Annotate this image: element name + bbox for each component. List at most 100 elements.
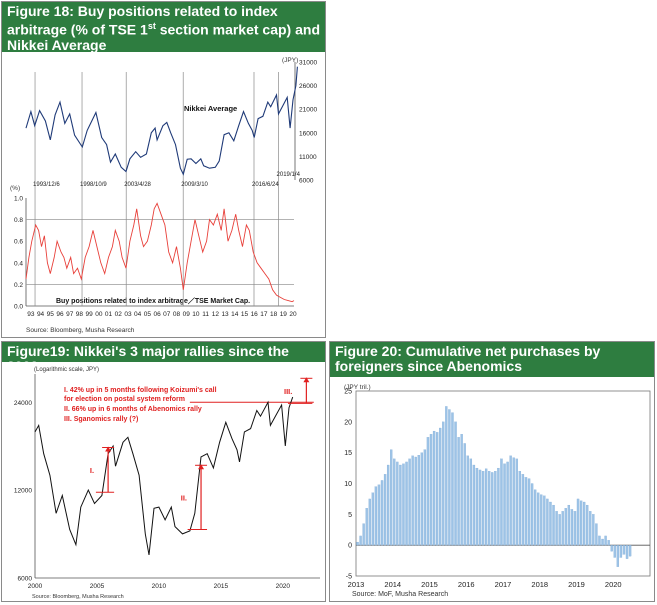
figure-18-panel: Figure 18: Buy positions related to inde… bbox=[1, 1, 326, 338]
bar bbox=[610, 545, 613, 552]
bar bbox=[500, 458, 503, 546]
y-tick-label: 5 bbox=[348, 512, 352, 519]
bar bbox=[451, 412, 454, 546]
bar bbox=[396, 461, 399, 546]
bar bbox=[540, 494, 543, 546]
bar bbox=[478, 469, 482, 546]
bar bbox=[576, 498, 580, 546]
x-tick-label: 20 bbox=[289, 311, 297, 318]
x-tick-label: 15 bbox=[241, 311, 249, 318]
right-tick-label: 6000 bbox=[299, 178, 314, 185]
x-tick-label: 2013 bbox=[348, 580, 365, 589]
bar bbox=[417, 455, 420, 546]
bar bbox=[402, 463, 405, 546]
figure-19-unit: (Logarithmic scale, JPY) bbox=[34, 367, 99, 373]
left-tick-label: 0.6 bbox=[14, 239, 23, 246]
bar bbox=[491, 472, 494, 546]
bar bbox=[515, 458, 518, 546]
event-label: 1993/12/6 bbox=[33, 182, 60, 188]
bar bbox=[619, 545, 623, 558]
x-tick-label: 18 bbox=[270, 311, 278, 318]
event-label: 2003/4/28 bbox=[124, 182, 151, 188]
x-tick-label: 13 bbox=[221, 311, 229, 318]
x-tick-label: 2020 bbox=[276, 583, 291, 590]
x-tick-label: 06 bbox=[153, 311, 161, 318]
figure-19-title: Figure19: Nikkei's 3 major rallies since… bbox=[2, 342, 325, 374]
bar bbox=[429, 434, 433, 546]
bar bbox=[420, 452, 424, 546]
figure-20-title: Figure 20: Cumulative net purchases by f… bbox=[330, 342, 654, 377]
y-tick-label: 24000 bbox=[14, 400, 32, 407]
x-tick-label: 08 bbox=[173, 311, 181, 318]
bar bbox=[484, 468, 488, 546]
x-tick-label: 2010 bbox=[152, 583, 167, 590]
figure-19-chart: (Logarithmic scale, JPY) I. 42% up in 5 … bbox=[14, 367, 320, 600]
bar bbox=[432, 430, 436, 546]
bar bbox=[365, 508, 368, 546]
event-label: 2016/6/24 bbox=[252, 182, 279, 188]
y-tick-label: 0 bbox=[348, 543, 352, 550]
bar bbox=[518, 471, 522, 546]
y-tick-label: 15 bbox=[344, 450, 352, 457]
rally-arrow-head bbox=[105, 446, 112, 452]
right-tick-label: 26000 bbox=[299, 83, 317, 90]
left-tick-label: 0.4 bbox=[14, 260, 23, 267]
bar bbox=[622, 545, 626, 555]
bar bbox=[359, 535, 362, 546]
bar bbox=[494, 471, 497, 546]
rally-label: I. bbox=[90, 466, 94, 475]
x-tick-label: 97 bbox=[66, 311, 74, 318]
bar bbox=[472, 464, 476, 546]
left-tick-label: 0.8 bbox=[14, 217, 23, 224]
x-tick-label: 2014 bbox=[384, 580, 401, 589]
bar bbox=[411, 455, 414, 546]
rally-note-2: for election on postal system reform bbox=[64, 396, 185, 403]
x-tick-label: 2017 bbox=[495, 580, 512, 589]
bar bbox=[469, 458, 473, 546]
x-tick-label: 16 bbox=[251, 311, 259, 318]
bar bbox=[408, 458, 411, 546]
x-tick-label: 12 bbox=[212, 311, 220, 318]
rally-note-1: I. 42% up in 5 months following Koizumi'… bbox=[64, 387, 217, 394]
bar bbox=[564, 508, 567, 546]
x-tick-label: 03 bbox=[124, 311, 132, 318]
bar bbox=[426, 437, 430, 546]
event-label: 1998/10/9 bbox=[80, 182, 107, 188]
bar bbox=[439, 427, 442, 546]
x-tick-label: 09 bbox=[183, 311, 191, 318]
bar bbox=[625, 545, 629, 559]
x-tick-label: 93 bbox=[27, 311, 35, 318]
left-tick-label: 0.2 bbox=[14, 282, 23, 289]
bar bbox=[607, 540, 610, 546]
x-tick-label: 05 bbox=[144, 311, 152, 318]
x-tick-label: 10 bbox=[192, 311, 200, 318]
right-tick-label: 11000 bbox=[299, 154, 317, 161]
bar bbox=[414, 456, 417, 546]
bar bbox=[616, 545, 620, 567]
x-tick-label: 19 bbox=[280, 311, 288, 318]
left-tick-label: 0.0 bbox=[14, 304, 23, 311]
x-tick-label: 2015 bbox=[214, 583, 229, 590]
x-tick-label: 98 bbox=[76, 311, 84, 318]
figure-19-panel: Figure19: Nikkei's 3 major rallies since… bbox=[1, 341, 326, 602]
figure-19-source: Source: Bloomberg, Musha Research bbox=[32, 594, 124, 600]
bar bbox=[435, 432, 439, 546]
bar bbox=[527, 478, 531, 546]
bar bbox=[445, 406, 448, 546]
rally-note-4: III. Sganomics rally (?) bbox=[64, 416, 138, 423]
bar bbox=[488, 471, 491, 546]
bar bbox=[460, 434, 463, 546]
x-tick-label: 04 bbox=[134, 311, 142, 318]
bar bbox=[524, 477, 528, 546]
bar bbox=[454, 421, 457, 546]
bar bbox=[586, 504, 589, 546]
rally-arrow-head bbox=[303, 377, 310, 383]
bar bbox=[628, 545, 632, 557]
bar bbox=[567, 504, 571, 546]
bar bbox=[604, 535, 607, 546]
bar bbox=[503, 463, 506, 546]
bar bbox=[371, 492, 375, 546]
bar bbox=[592, 514, 595, 546]
x-tick-label: 2018 bbox=[531, 580, 548, 589]
y-tick-label: 10 bbox=[344, 481, 352, 488]
